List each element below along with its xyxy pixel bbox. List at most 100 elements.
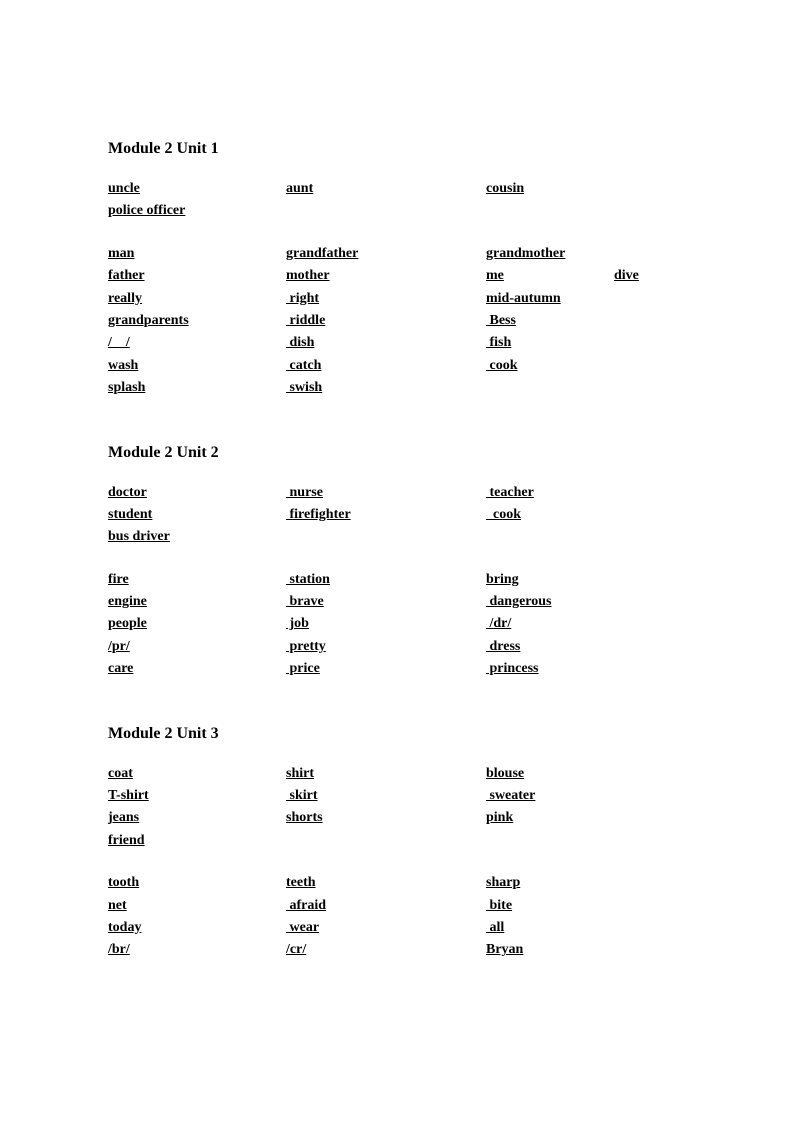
word-row: bus driver bbox=[108, 526, 695, 548]
word-cell: police officer bbox=[108, 200, 286, 222]
word-row: splash swish bbox=[108, 377, 695, 399]
word-cell: princess bbox=[486, 658, 695, 680]
word-cell: doctor bbox=[108, 482, 286, 504]
word-cell bbox=[486, 200, 695, 222]
word-cell: catch bbox=[286, 355, 486, 377]
word-row: fathermothermedive bbox=[108, 265, 695, 287]
word-cell: /br/ bbox=[108, 939, 286, 961]
word-cell: cook bbox=[486, 355, 695, 377]
word-row: /pr/ pretty dress bbox=[108, 636, 695, 658]
word-cell: wear bbox=[286, 917, 486, 939]
word-cell: fish bbox=[486, 332, 695, 354]
word-block: mangrandfathergrandmotherfathermothermed… bbox=[108, 243, 695, 400]
word-cell: dangerous bbox=[486, 591, 695, 613]
word-cell: all bbox=[486, 917, 695, 939]
word-cell: dress bbox=[486, 636, 695, 658]
word-cell: friend bbox=[108, 830, 286, 852]
word-cell: sweater bbox=[486, 785, 695, 807]
word-cell: fire bbox=[108, 569, 286, 591]
word-cell: bring bbox=[486, 569, 695, 591]
word-cell: pretty bbox=[286, 636, 486, 658]
module-section: Module 2 Unit 1uncleauntcousinpolice off… bbox=[108, 140, 695, 400]
word-cell bbox=[286, 200, 486, 222]
word-block: fire stationbringengine brave dangerousp… bbox=[108, 569, 695, 681]
word-cell: grandparents bbox=[108, 310, 286, 332]
word-block: uncleauntcousinpolice officer bbox=[108, 178, 695, 223]
word-cell: care bbox=[108, 658, 286, 680]
module-section: Module 2 Unit 3coatshirtblouseT-shirt sk… bbox=[108, 725, 695, 962]
word-cell: jeans bbox=[108, 807, 286, 829]
word-cell: dish bbox=[286, 332, 486, 354]
word-row: today wear all bbox=[108, 917, 695, 939]
word-cell: shirt bbox=[286, 763, 486, 785]
word-cell: cousin bbox=[486, 178, 695, 200]
word-row: net afraid bite bbox=[108, 895, 695, 917]
word-cell: father bbox=[108, 265, 286, 287]
word-block: doctor nurse teacherstudent firefighter … bbox=[108, 482, 695, 549]
word-row: student firefighter cook bbox=[108, 504, 695, 526]
module-title: Module 2 Unit 1 bbox=[108, 140, 695, 158]
word-cell: splash bbox=[108, 377, 286, 399]
word-row: doctor nurse teacher bbox=[108, 482, 695, 504]
word-cell: aunt bbox=[286, 178, 486, 200]
word-cell: bus driver bbox=[108, 526, 286, 548]
word-cell: pink bbox=[486, 807, 695, 829]
word-cell: cook bbox=[486, 504, 695, 526]
word-cell: T-shirt bbox=[108, 785, 286, 807]
word-cell: engine bbox=[108, 591, 286, 613]
word-cell: really bbox=[108, 288, 286, 310]
word-row: coatshirtblouse bbox=[108, 763, 695, 785]
module-title: Module 2 Unit 2 bbox=[108, 444, 695, 462]
word-cell: teeth bbox=[286, 872, 486, 894]
word-cell: people bbox=[108, 613, 286, 635]
word-block: toothteethsharpnet afraid bitetoday wear… bbox=[108, 872, 695, 962]
word-row: toothteethsharp bbox=[108, 872, 695, 894]
word-cell: teacher bbox=[486, 482, 695, 504]
word-cell: man bbox=[108, 243, 286, 265]
word-cell: me bbox=[486, 265, 614, 287]
word-cell: job bbox=[286, 613, 486, 635]
word-cell: coat bbox=[108, 763, 286, 785]
word-block: coatshirtblouseT-shirt skirt sweaterjean… bbox=[108, 763, 695, 853]
word-cell: brave bbox=[286, 591, 486, 613]
word-row: people job /dr/ bbox=[108, 613, 695, 635]
module-title: Module 2 Unit 3 bbox=[108, 725, 695, 743]
word-row: friend bbox=[108, 830, 695, 852]
word-cell: grandfather bbox=[286, 243, 486, 265]
word-cell: /dr/ bbox=[486, 613, 695, 635]
word-cell: nurse bbox=[286, 482, 486, 504]
word-cell: dive bbox=[614, 265, 695, 287]
word-row: grandparents riddle Bess bbox=[108, 310, 695, 332]
word-cell bbox=[486, 377, 695, 399]
word-cell: tooth bbox=[108, 872, 286, 894]
word-cell bbox=[286, 830, 486, 852]
word-cell: swish bbox=[286, 377, 486, 399]
word-cell: riddle bbox=[286, 310, 486, 332]
word-cell: wash bbox=[108, 355, 286, 377]
word-row: / / dish fish bbox=[108, 332, 695, 354]
word-cell: /cr/ bbox=[286, 939, 486, 961]
word-cell: uncle bbox=[108, 178, 286, 200]
word-cell: grandmother bbox=[486, 243, 695, 265]
word-cell: net bbox=[108, 895, 286, 917]
word-cell: shorts bbox=[286, 807, 486, 829]
word-cell bbox=[486, 526, 695, 548]
word-cell: station bbox=[286, 569, 486, 591]
word-cell: sharp bbox=[486, 872, 695, 894]
word-cell: price bbox=[286, 658, 486, 680]
word-cell bbox=[286, 526, 486, 548]
word-row: /br//cr/Bryan bbox=[108, 939, 695, 961]
module-section: Module 2 Unit 2doctor nurse teacherstude… bbox=[108, 444, 695, 681]
word-cell: right bbox=[286, 288, 486, 310]
word-cell: Bryan bbox=[486, 939, 695, 961]
word-row: wash catch cook bbox=[108, 355, 695, 377]
word-cell: student bbox=[108, 504, 286, 526]
word-cell: today bbox=[108, 917, 286, 939]
word-row: fire stationbring bbox=[108, 569, 695, 591]
word-cell: afraid bbox=[286, 895, 486, 917]
word-row: uncleauntcousin bbox=[108, 178, 695, 200]
word-cell: blouse bbox=[486, 763, 695, 785]
word-cell-split: medive bbox=[486, 265, 695, 287]
word-row: engine brave dangerous bbox=[108, 591, 695, 613]
word-cell: mother bbox=[286, 265, 486, 287]
